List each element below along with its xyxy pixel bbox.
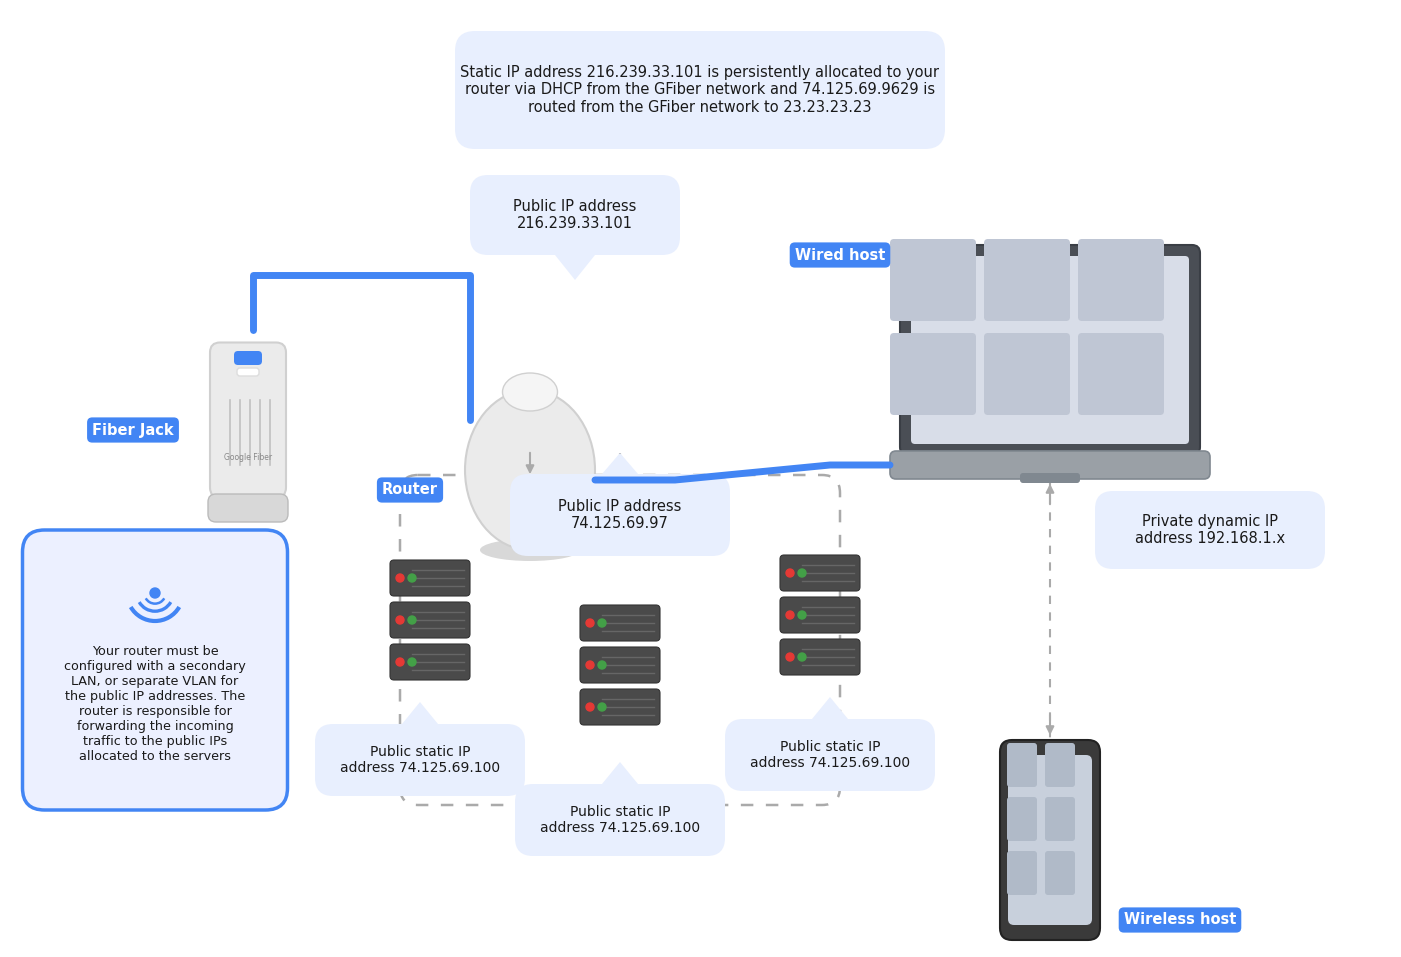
FancyBboxPatch shape xyxy=(1045,797,1075,841)
FancyBboxPatch shape xyxy=(580,647,660,683)
Text: Your router must be
configured with a secondary
LAN, or separate VLAN for
the pu: Your router must be configured with a se… xyxy=(64,645,245,763)
Text: Public IP address
216.239.33.101: Public IP address 216.239.33.101 xyxy=(513,199,636,232)
Text: Fiber Jack: Fiber Jack xyxy=(92,422,174,437)
Circle shape xyxy=(786,611,794,619)
FancyBboxPatch shape xyxy=(1077,333,1164,415)
Polygon shape xyxy=(602,762,637,784)
Text: Google Fiber: Google Fiber xyxy=(224,454,272,462)
FancyBboxPatch shape xyxy=(890,333,976,415)
Polygon shape xyxy=(813,697,848,719)
Circle shape xyxy=(586,619,594,627)
FancyBboxPatch shape xyxy=(1045,851,1075,895)
FancyBboxPatch shape xyxy=(1007,797,1037,841)
Circle shape xyxy=(396,616,403,624)
Circle shape xyxy=(408,658,416,666)
Circle shape xyxy=(598,619,607,627)
FancyBboxPatch shape xyxy=(1007,743,1037,787)
FancyBboxPatch shape xyxy=(455,31,946,149)
FancyBboxPatch shape xyxy=(1000,740,1100,940)
Circle shape xyxy=(586,703,594,711)
Circle shape xyxy=(598,703,607,711)
FancyBboxPatch shape xyxy=(1045,743,1075,787)
Polygon shape xyxy=(555,255,595,280)
Ellipse shape xyxy=(465,390,595,550)
Text: Public IP address
74.125.69.97: Public IP address 74.125.69.97 xyxy=(559,499,682,531)
Circle shape xyxy=(586,661,594,669)
Circle shape xyxy=(786,569,794,577)
FancyBboxPatch shape xyxy=(389,644,469,680)
FancyBboxPatch shape xyxy=(234,351,262,365)
FancyBboxPatch shape xyxy=(580,689,660,725)
Polygon shape xyxy=(602,453,637,474)
FancyBboxPatch shape xyxy=(780,597,860,633)
FancyBboxPatch shape xyxy=(510,474,730,556)
Circle shape xyxy=(799,653,806,661)
Circle shape xyxy=(396,574,403,582)
Circle shape xyxy=(150,588,160,598)
FancyBboxPatch shape xyxy=(780,555,860,591)
Circle shape xyxy=(786,653,794,661)
FancyBboxPatch shape xyxy=(210,343,286,498)
Text: Router: Router xyxy=(382,482,439,498)
Text: Public static IP
address 74.125.69.100: Public static IP address 74.125.69.100 xyxy=(539,805,700,835)
FancyBboxPatch shape xyxy=(1077,239,1164,321)
FancyBboxPatch shape xyxy=(516,784,724,856)
Circle shape xyxy=(598,661,607,669)
FancyBboxPatch shape xyxy=(207,494,289,522)
Circle shape xyxy=(408,616,416,624)
FancyBboxPatch shape xyxy=(984,239,1070,321)
FancyBboxPatch shape xyxy=(899,245,1201,455)
FancyBboxPatch shape xyxy=(1096,491,1325,569)
FancyBboxPatch shape xyxy=(724,719,934,791)
Circle shape xyxy=(799,569,806,577)
Text: Wired host: Wired host xyxy=(794,248,885,262)
Polygon shape xyxy=(402,702,439,724)
Text: Static IP address 216.239.33.101 is persistently allocated to your
router via DH: Static IP address 216.239.33.101 is pers… xyxy=(461,65,940,115)
FancyBboxPatch shape xyxy=(22,530,287,810)
FancyBboxPatch shape xyxy=(389,602,469,638)
Ellipse shape xyxy=(503,373,558,411)
Circle shape xyxy=(408,574,416,582)
Circle shape xyxy=(799,611,806,619)
FancyBboxPatch shape xyxy=(237,368,259,376)
FancyBboxPatch shape xyxy=(984,333,1070,415)
Circle shape xyxy=(396,658,403,666)
FancyBboxPatch shape xyxy=(580,605,660,641)
FancyBboxPatch shape xyxy=(1020,473,1080,483)
Text: Wireless host: Wireless host xyxy=(1124,913,1236,927)
FancyBboxPatch shape xyxy=(911,256,1189,444)
Text: Private dynamic IP
address 192.168.1.x: Private dynamic IP address 192.168.1.x xyxy=(1135,514,1285,546)
FancyBboxPatch shape xyxy=(469,175,679,255)
FancyBboxPatch shape xyxy=(315,724,525,796)
FancyBboxPatch shape xyxy=(890,451,1210,479)
Text: Public static IP
address 74.125.69.100: Public static IP address 74.125.69.100 xyxy=(750,740,911,770)
FancyBboxPatch shape xyxy=(1007,851,1037,895)
FancyBboxPatch shape xyxy=(389,560,469,596)
FancyBboxPatch shape xyxy=(780,639,860,675)
FancyBboxPatch shape xyxy=(1007,755,1091,925)
Text: Public static IP
address 74.125.69.100: Public static IP address 74.125.69.100 xyxy=(340,745,500,775)
FancyBboxPatch shape xyxy=(890,239,976,321)
Ellipse shape xyxy=(481,539,580,561)
